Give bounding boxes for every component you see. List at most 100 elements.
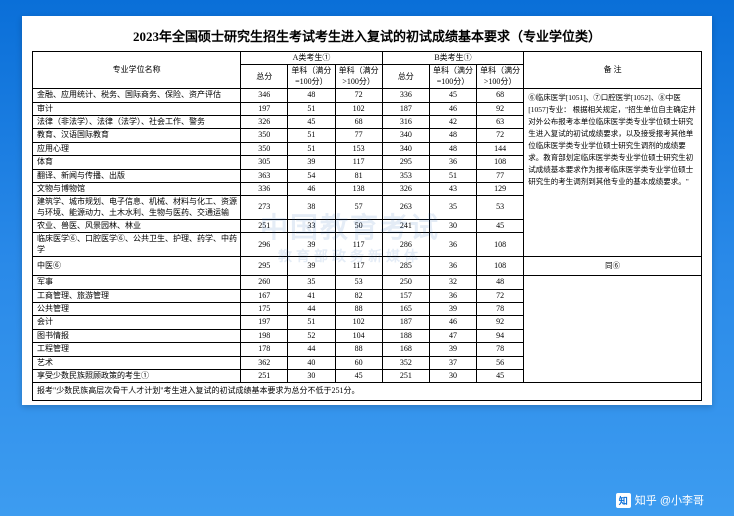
- score-cell: 39: [429, 303, 476, 316]
- major-name-cell: 翻译、新闻与传播、出版: [33, 169, 241, 182]
- score-cell: 82: [335, 289, 382, 302]
- score-cell: 46: [429, 316, 476, 329]
- header-group-a: A类考生①: [241, 52, 383, 65]
- score-cell: 346: [241, 89, 288, 102]
- score-cell: 251: [241, 369, 288, 382]
- major-name-cell: 体育: [33, 156, 241, 169]
- score-cell: 60: [335, 356, 382, 369]
- score-cell: 178: [241, 343, 288, 356]
- score-cell: 295: [382, 156, 429, 169]
- major-name-cell: 教育、汉语国际教育: [33, 129, 241, 142]
- score-cell: 45: [288, 115, 335, 128]
- score-cell: 42: [429, 115, 476, 128]
- header-group-b: B类考生①: [382, 52, 524, 65]
- score-cell: 36: [429, 257, 476, 276]
- header-remark: 备 注: [524, 52, 702, 89]
- score-cell: 40: [288, 356, 335, 369]
- score-cell: 77: [335, 129, 382, 142]
- score-cell: 326: [382, 182, 429, 195]
- score-cell: 175: [241, 303, 288, 316]
- score-cell: 81: [335, 169, 382, 182]
- score-cell: 336: [241, 182, 288, 195]
- score-table: 专业学位名称 A类考生① B类考生① 备 注 总分 单科（满分=100分） 单科…: [32, 51, 702, 401]
- remark-cell-12: 同⑥: [524, 257, 702, 276]
- score-cell: 48: [288, 89, 335, 102]
- score-cell: 72: [335, 89, 382, 102]
- score-cell: 326: [241, 115, 288, 128]
- score-cell: 51: [288, 102, 335, 115]
- score-cell: 45: [429, 89, 476, 102]
- score-cell: 39: [288, 257, 335, 276]
- score-cell: 72: [477, 129, 524, 142]
- score-cell: 117: [335, 156, 382, 169]
- score-cell: 78: [477, 303, 524, 316]
- score-cell: 72: [477, 289, 524, 302]
- score-cell: 340: [382, 129, 429, 142]
- score-cell: 35: [288, 276, 335, 289]
- table-row: 中医⑥2953911728536108同⑥: [33, 257, 702, 276]
- score-cell: 138: [335, 182, 382, 195]
- score-cell: 53: [335, 276, 382, 289]
- major-name-cell: 中医⑥: [33, 257, 241, 276]
- zhihu-attribution: 知 知乎 @小李哥: [616, 492, 704, 508]
- score-cell: 68: [335, 115, 382, 128]
- score-cell: 51: [429, 169, 476, 182]
- score-cell: 36: [429, 289, 476, 302]
- major-name-cell: 艺术: [33, 356, 241, 369]
- major-name-cell: 工程管理: [33, 343, 241, 356]
- footnote-text: 报考"少数民族高层次骨干人才计划"考生进入复试的初试成绩基本要求为总分不低于25…: [33, 383, 702, 400]
- score-cell: 57: [335, 196, 382, 220]
- table-row: 金融、应用统计、税务、国际商务、保险、资产评估34648723364568⑥临床…: [33, 89, 702, 102]
- score-cell: 41: [288, 289, 335, 302]
- score-cell: 51: [288, 316, 335, 329]
- score-cell: 363: [241, 169, 288, 182]
- score-cell: 54: [288, 169, 335, 182]
- score-cell: 352: [382, 356, 429, 369]
- table-row: 军事26035532503248: [33, 276, 702, 289]
- score-cell: 263: [382, 196, 429, 220]
- score-cell: 39: [429, 343, 476, 356]
- score-cell: 56: [477, 356, 524, 369]
- header-a-total: 总分: [241, 65, 288, 89]
- score-cell: 88: [335, 303, 382, 316]
- header-a-s100p: 单科（满分>100分）: [335, 65, 382, 89]
- major-name-cell: 文物与博物馆: [33, 182, 241, 195]
- major-name-cell: 军事: [33, 276, 241, 289]
- score-cell: 51: [288, 129, 335, 142]
- score-cell: 36: [429, 233, 476, 257]
- score-cell: 188: [382, 329, 429, 342]
- score-cell: 33: [288, 220, 335, 233]
- score-cell: 45: [477, 369, 524, 382]
- score-cell: 362: [241, 356, 288, 369]
- score-cell: 305: [241, 156, 288, 169]
- major-name-cell: 审计: [33, 102, 241, 115]
- score-cell: 44: [288, 343, 335, 356]
- score-cell: 167: [241, 289, 288, 302]
- score-cell: 165: [382, 303, 429, 316]
- major-name-cell: 会计: [33, 316, 241, 329]
- score-cell: 36: [429, 156, 476, 169]
- score-cell: 44: [288, 303, 335, 316]
- score-cell: 108: [477, 233, 524, 257]
- score-cell: 295: [241, 257, 288, 276]
- score-cell: 286: [382, 233, 429, 257]
- score-cell: 30: [429, 220, 476, 233]
- score-cell: 45: [477, 220, 524, 233]
- score-cell: 187: [382, 102, 429, 115]
- score-cell: 45: [335, 369, 382, 382]
- score-cell: 108: [477, 257, 524, 276]
- score-cell: 350: [241, 142, 288, 155]
- score-cell: 77: [477, 169, 524, 182]
- score-cell: 157: [382, 289, 429, 302]
- score-cell: 48: [477, 276, 524, 289]
- zhihu-logo-icon: 知: [616, 493, 631, 508]
- table-body: 金融、应用统计、税务、国际商务、保险、资产评估34648723364568⑥临床…: [33, 89, 702, 383]
- major-name-cell: 临床医学⑥、口腔医学⑥、公共卫生、护理、药学、中药学: [33, 233, 241, 257]
- score-cell: 187: [382, 316, 429, 329]
- score-cell: 30: [429, 369, 476, 382]
- score-cell: 285: [382, 257, 429, 276]
- score-cell: 46: [429, 102, 476, 115]
- score-cell: 102: [335, 102, 382, 115]
- header-a-s100: 单科（满分=100分）: [288, 65, 335, 89]
- major-name-cell: 应用心理: [33, 142, 241, 155]
